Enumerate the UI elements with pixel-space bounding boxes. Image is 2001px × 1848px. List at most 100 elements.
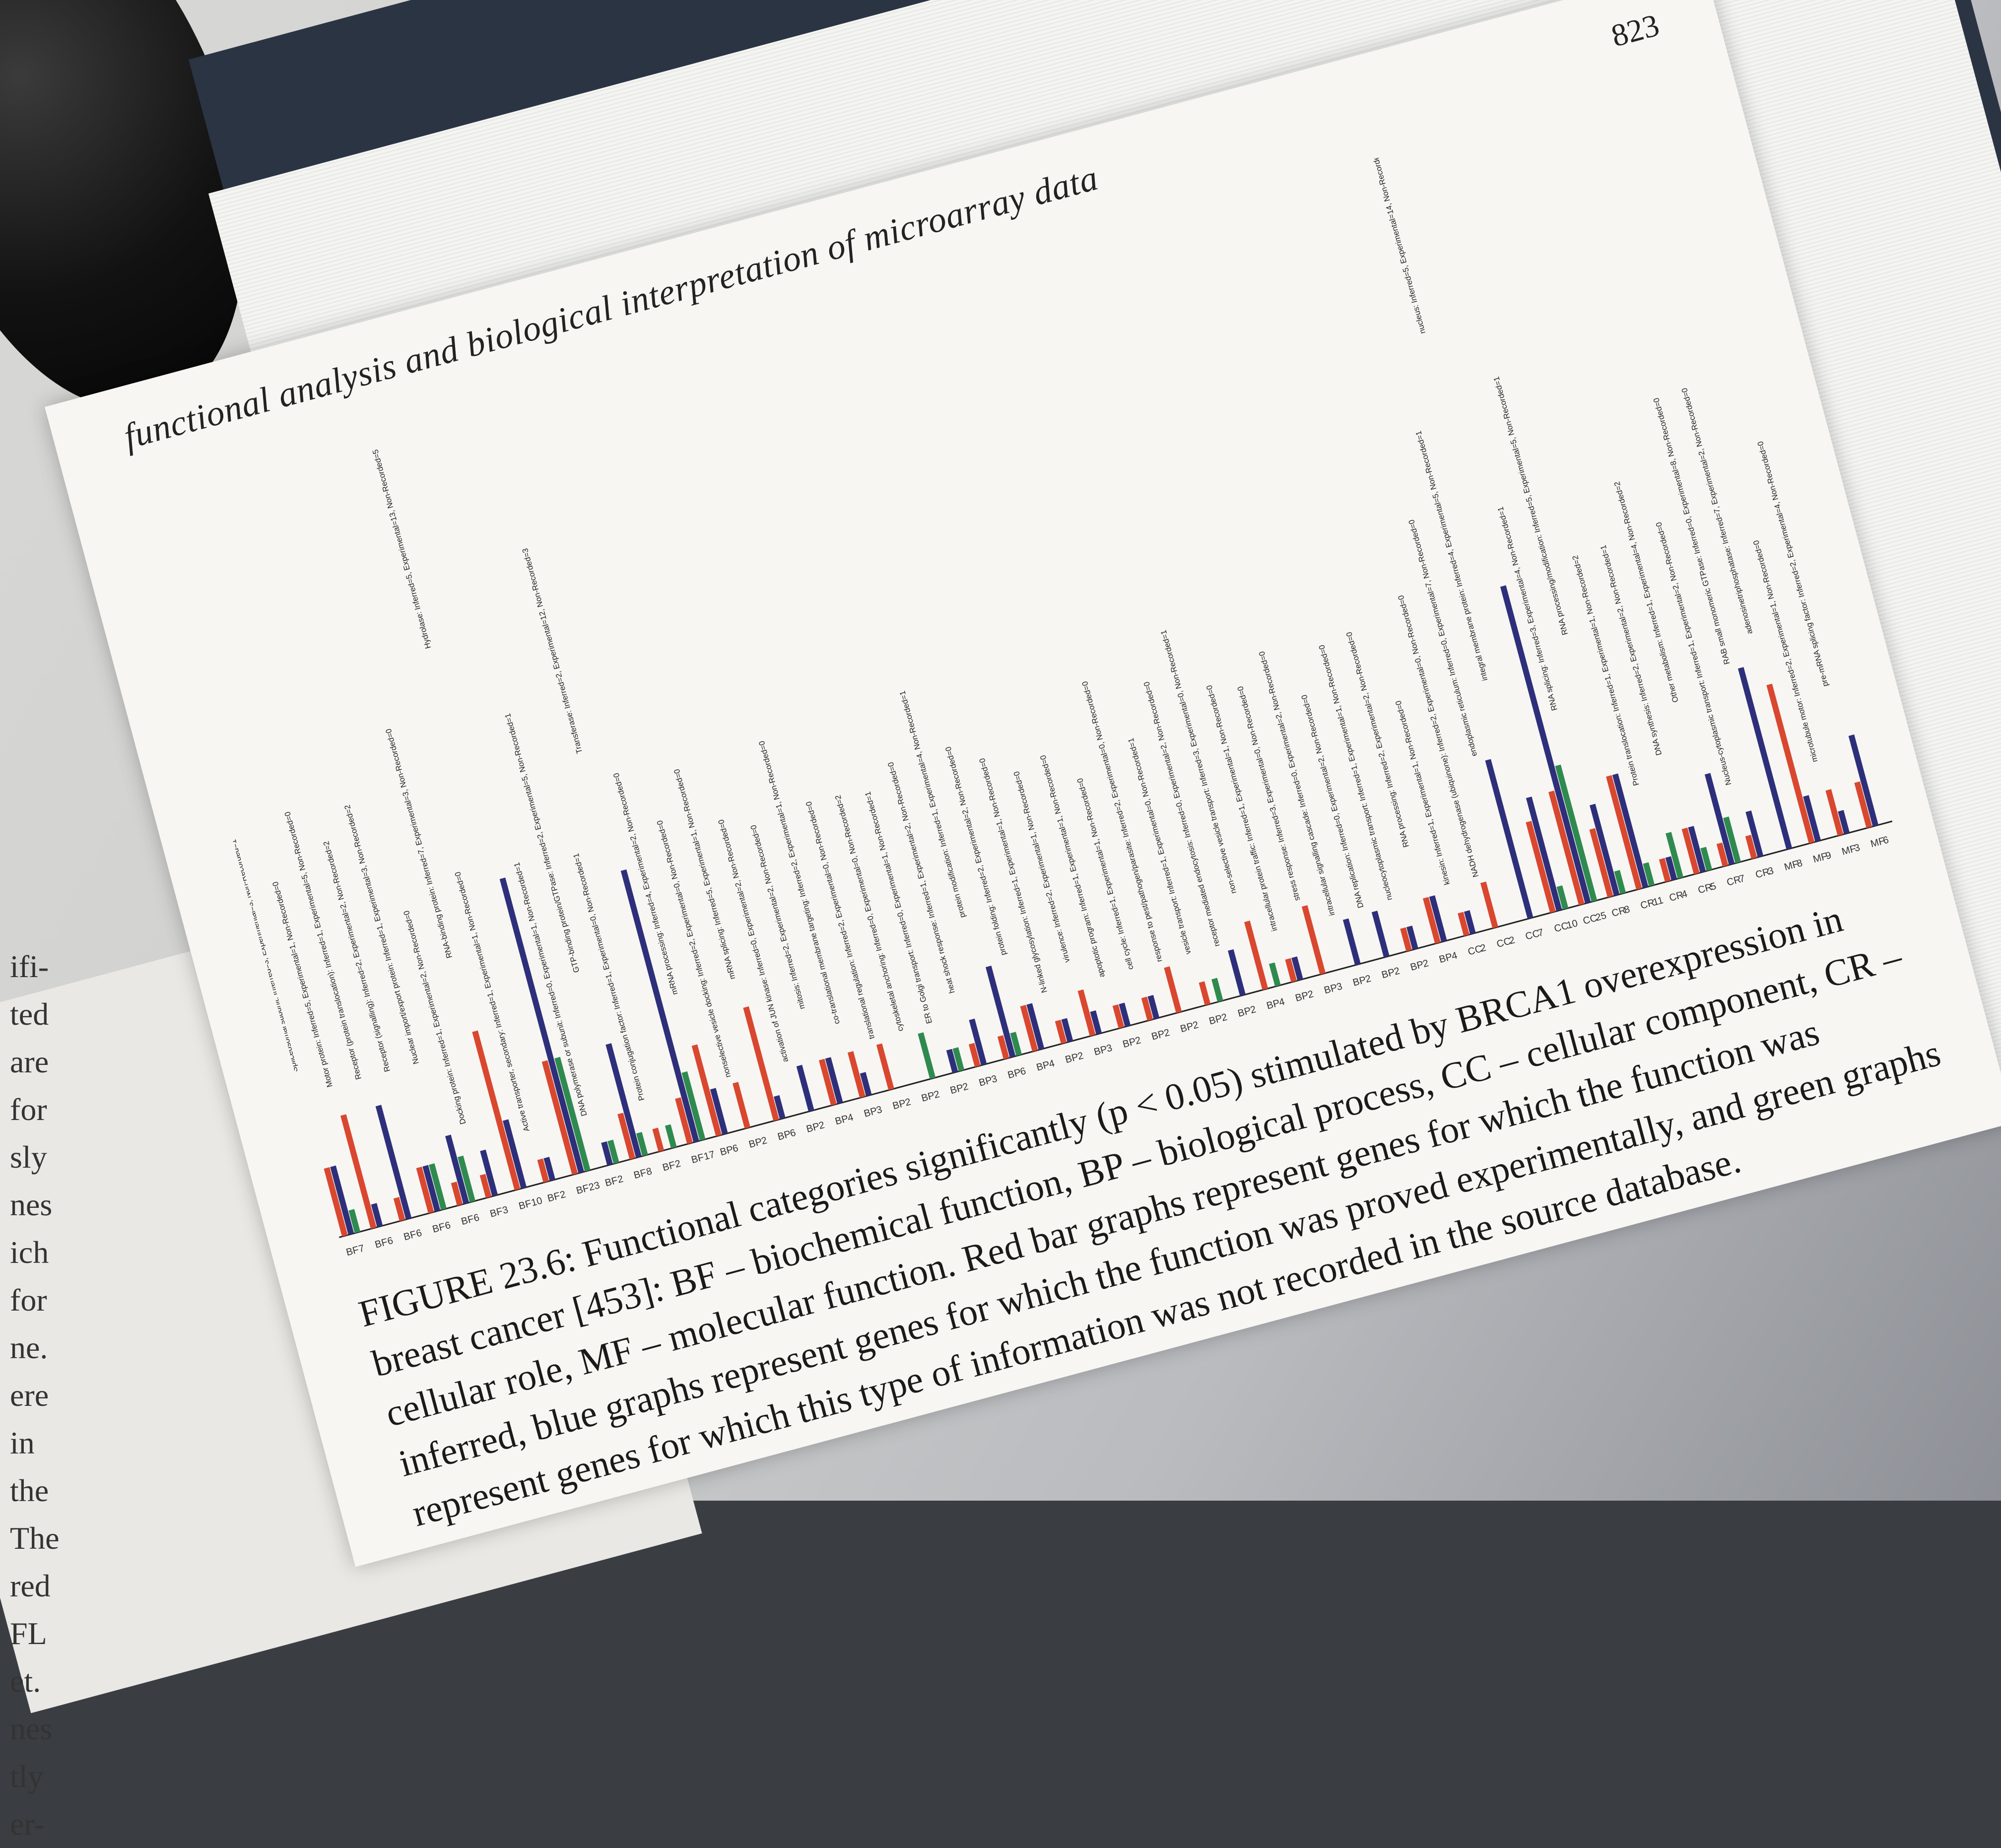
margin-fragment: sly	[10, 1139, 47, 1175]
bar-experimental	[969, 1018, 987, 1065]
bar-inferred	[1301, 905, 1326, 975]
category-label: protein modification: Inferred=1, Experi…	[898, 690, 967, 919]
category-label: endoplasmic reticulum: Inferred=0, Exper…	[1407, 519, 1479, 757]
total-label: 3	[1105, 1043, 1113, 1055]
bar-experimental	[1737, 667, 1793, 850]
margin-fragment: are	[10, 1044, 49, 1079]
bar-experimental	[1429, 895, 1447, 942]
bar-non-recorded	[1556, 885, 1569, 910]
bar-experimental	[1745, 810, 1764, 858]
bar-non-recorded	[918, 1032, 936, 1079]
margin-fragment: ich	[10, 1235, 49, 1270]
bar-inferred	[324, 1167, 348, 1237]
bar-inferred	[1825, 789, 1844, 836]
bar-inferred	[1112, 1004, 1125, 1029]
bar-inferred	[416, 1167, 434, 1214]
total-label: 2	[1220, 1012, 1228, 1024]
margin-fragment: red	[10, 1568, 51, 1603]
total-label: 3	[501, 1204, 509, 1216]
bar-inferred	[1164, 966, 1182, 1013]
bar-experimental	[1485, 759, 1534, 919]
margin-fragment: for	[10, 1092, 47, 1127]
bar-experimental	[1026, 1003, 1045, 1050]
total-label: 2	[1307, 989, 1315, 1000]
bar-inferred	[1244, 921, 1268, 990]
total-label: 5	[1709, 881, 1717, 893]
total-label: 7	[1738, 873, 1746, 885]
category-label: integral membrane protein: Inferred=4, E…	[1414, 430, 1489, 681]
bar-experimental	[1665, 856, 1677, 881]
bar-non-recorded	[348, 1209, 361, 1234]
total-label: 3	[1767, 865, 1775, 877]
bar-experimental	[620, 869, 699, 1143]
bar-experimental	[371, 1203, 383, 1227]
bar-inferred	[1055, 1020, 1067, 1044]
bar-experimental	[605, 1043, 642, 1158]
bar-experimental	[1500, 585, 1591, 904]
bar-inferred	[1681, 827, 1700, 875]
margin-fragment: FL	[10, 1616, 47, 1651]
bar-inferred	[1480, 881, 1498, 928]
bar-inferred	[1199, 981, 1211, 1006]
bar-experimental	[1590, 803, 1620, 896]
total-label: 10	[530, 1195, 543, 1208]
margin-fragment: for	[10, 1282, 47, 1318]
category-label: pre-mRNA splicing factor: Inferred=2, Ex…	[1756, 440, 1830, 687]
total-label: 2	[559, 1189, 567, 1201]
margin-fragment: ne.	[10, 1330, 48, 1365]
category-label: Motor protein: Inferred=5, Experimental=…	[271, 881, 334, 1088]
total-label: 2	[817, 1120, 825, 1131]
bar-experimental	[860, 1072, 872, 1096]
bar-inferred	[1745, 835, 1757, 859]
bar-inferred	[652, 1127, 665, 1152]
bar-inferred	[1589, 828, 1613, 898]
category-label: N-linked glycosylation: Inferred=1, Expe…	[978, 757, 1049, 994]
bar-non-recorded	[1555, 764, 1598, 902]
bar-experimental	[480, 1149, 498, 1196]
total-label: 10	[1565, 918, 1579, 931]
category-label: cytoskeletal anchoring: Inferred=0, Expe…	[834, 794, 905, 1032]
bar-inferred	[743, 1006, 779, 1121]
bar-non-recorded	[1211, 978, 1223, 1002]
bar-non-recorded	[1614, 870, 1626, 894]
bar-non-recorded	[952, 1047, 965, 1071]
total-label: 6	[386, 1235, 394, 1247]
bar-experimental	[375, 1105, 412, 1220]
total-label: 17	[703, 1149, 716, 1162]
margin-fragment: er-	[10, 1806, 45, 1842]
bar-inferred	[997, 1035, 1009, 1059]
bar-inferred	[537, 1158, 549, 1183]
total-label: 2	[616, 1174, 624, 1186]
total-label: 6	[1019, 1065, 1027, 1077]
total-label: 2	[904, 1096, 912, 1108]
total-label: 6	[1882, 834, 1890, 846]
bar-experimental	[1291, 956, 1303, 981]
category-label: stress response: Inferred=3, Experimenta…	[1236, 685, 1302, 902]
total-label: 8	[645, 1166, 653, 1178]
total-label: 2	[1192, 1019, 1200, 1031]
bar-non-recorded	[1010, 1032, 1022, 1056]
margin-fragment: tly	[10, 1759, 44, 1794]
bar-non-recorded	[607, 1139, 619, 1164]
bar-experimental	[1228, 949, 1246, 996]
bar-inferred	[340, 1114, 377, 1229]
category-label: mitosis: Inferred=2, Experimental=2, Non…	[749, 824, 807, 1010]
margin-fragment: ted	[10, 996, 49, 1032]
margin-fragment: nes	[10, 1187, 53, 1222]
total-label: 3	[875, 1104, 883, 1116]
bar-experimental	[1688, 826, 1706, 873]
category-label: Protein conjugation factor: Inferred=1, …	[572, 852, 647, 1101]
category-label: Protein translocation: Inferred=1, Exper…	[1571, 554, 1641, 787]
bar-inferred	[818, 1058, 837, 1106]
total-label: 8	[1623, 904, 1631, 916]
total-label: 2	[1393, 965, 1401, 977]
total-label: 6	[472, 1212, 480, 1224]
bar-inferred	[733, 1082, 750, 1129]
total-label: 25	[1594, 910, 1607, 924]
bar-inferred	[1141, 996, 1153, 1021]
margin-fragment: in	[10, 1425, 35, 1460]
bar-non-recorded	[1723, 816, 1741, 863]
bar-experimental	[985, 965, 1016, 1058]
bar-inferred	[1854, 781, 1872, 828]
book-page: functional analysis and biological inter…	[45, 0, 2001, 1567]
